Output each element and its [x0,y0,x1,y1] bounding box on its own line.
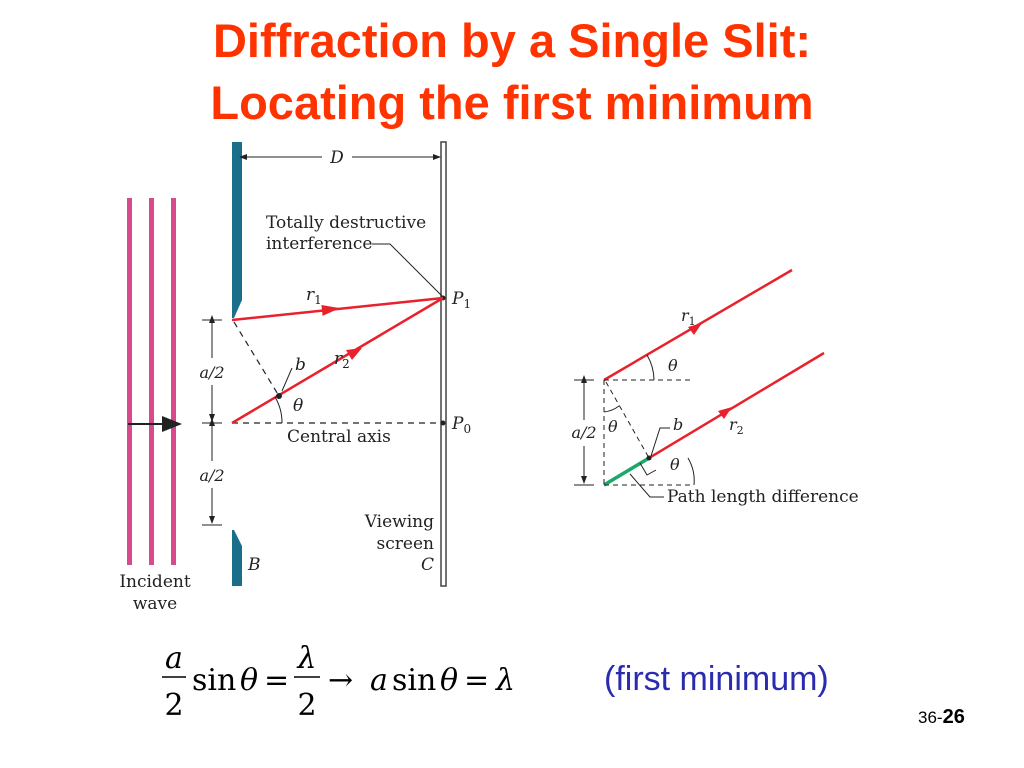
right-ray-r2-label: r2 [729,415,744,437]
right-ray-r1-arrow [688,323,702,335]
interference-label-2: interference [266,234,372,254]
path-diff-label: Path length difference [667,487,859,507]
title-line-1: Diffraction by a Single Slit: [212,14,811,67]
ray-r1-label: r1 [306,285,322,307]
right-point-b: b [673,415,683,434]
eq-frac1-num: a [165,641,183,676]
slide-number: 36-26 [918,706,965,729]
right-theta-left-arc [603,405,620,413]
point-p0: P0 [451,414,471,436]
barrier-bottom [232,530,242,586]
interference-label-1: Totally destructive [266,213,426,233]
right-theta-bottom-arc [687,457,695,486]
equation: a 2 sin θ = λ 2 → a sin θ = λ [162,641,515,723]
interference-pointer [372,243,443,297]
ray-r1-arrow [321,304,340,316]
eq-equals1: = [264,663,289,698]
eq-theta2: θ [440,663,458,698]
wavefront-3 [171,198,176,565]
eq-lambda: λ [495,663,515,698]
ray-r2-label: r2 [334,349,350,371]
screen-letter: C [421,555,434,575]
central-axis-label: Central axis [287,427,391,447]
path-diff-pointer [629,473,664,498]
right-half-width: a/2 [571,423,596,442]
perpendicular-dashed [233,321,280,397]
eq-sin2: sin [392,663,436,698]
eq-a2: a [370,663,388,698]
right-ray-r1-label: r1 [681,306,696,328]
eq-equals2: = [464,663,489,698]
right-angle-mark [639,462,657,476]
eq-arrow: → [328,663,353,698]
right-theta-left: θ [608,417,618,436]
distance-label: D [329,148,344,168]
point-p0-dot [440,420,446,426]
incident-label-1: Incident [119,572,191,592]
path-difference-segment [603,456,650,487]
eq-theta1: θ [240,663,258,698]
incident-label-2: wave [133,594,177,614]
ray-r2 [231,296,444,425]
wavefront-2 [149,198,154,565]
slide-title: Diffraction by a Single Slit: Locating t… [0,10,1024,134]
half-width-bottom: a/2 [199,466,224,485]
right-perpendicular [605,381,650,459]
eq-sin1: sin [192,663,236,698]
right-ray-r2-arrow [718,407,732,419]
eq-frac2-num: λ [296,641,316,676]
right-theta-top: θ [668,356,678,375]
incident-wavefronts [127,198,176,565]
point-b-pointer [281,367,293,392]
point-b-dot [276,393,282,399]
ray-r2-arrow [346,348,362,360]
screen-label-2: screen [377,534,434,554]
barrier-top [232,142,242,318]
eq-frac1-den: 2 [164,688,183,723]
point-b-label: b [295,355,306,375]
right-theta-bottom: θ [670,455,680,474]
wavefront-1 [127,198,132,565]
half-width-top: a/2 [199,363,224,382]
theta-label: θ [293,396,303,416]
right-point-b-dot [646,455,652,461]
title-line-2: Locating the first minimum [210,76,814,129]
slide-number-prefix: 36- [918,708,943,727]
point-p1: P1 [451,289,471,311]
first-minimum-note: (first minimum) [604,660,829,698]
slide-number-value: 26 [942,706,965,728]
right-point-b-pointer [650,427,670,457]
eq-frac2-den: 2 [297,688,316,723]
viewing-screen [440,141,447,587]
screen-label-1: Viewing [364,512,434,532]
right-theta-top-arc [646,354,655,381]
barrier-letter: B [247,555,261,575]
theta-arc [274,396,283,424]
